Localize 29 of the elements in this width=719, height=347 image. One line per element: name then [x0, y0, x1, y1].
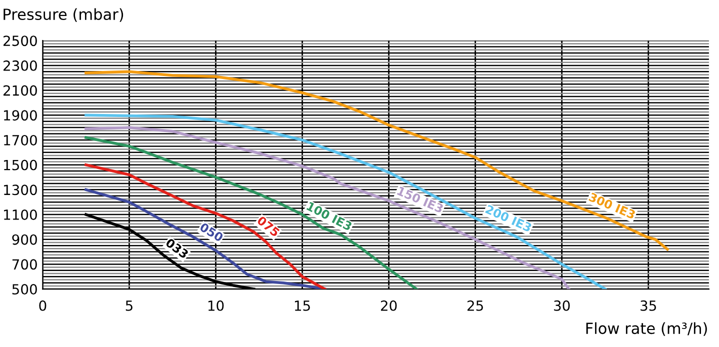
annotation: 050: [199, 222, 224, 242]
x-tick-label: 10: [208, 300, 224, 311]
x-tick-label: 5: [126, 300, 132, 311]
y-tick-label: 1900: [4, 110, 37, 121]
line-series: [84, 136, 418, 290]
x-tick-label: 25: [468, 300, 483, 311]
y-tick-label: 1300: [4, 184, 37, 196]
x-tick-label: 15: [294, 300, 310, 311]
y-tick-label: 1500: [4, 160, 37, 170]
y-tick-label: 2500: [4, 36, 37, 46]
y-tick-label: 1100: [4, 209, 37, 220]
x-tick-label: 0: [39, 300, 46, 311]
annotation: 150 IE3: [396, 186, 444, 214]
x-axis-title: Flow rate (m³/h): [586, 322, 707, 336]
x-tick-label: 20: [380, 300, 397, 311]
annotation: 300 IE3: [588, 192, 636, 220]
annotation: 075: [256, 215, 280, 238]
y-axis-title: Pressure (mbar): [4, 8, 124, 22]
y-tick-label: 1700: [4, 134, 37, 146]
y-tick-label: 700: [12, 259, 37, 270]
x-tick-label: 30: [554, 300, 570, 311]
y-tick-label: 900: [12, 234, 37, 245]
y-tick-label: 500: [12, 284, 37, 295]
y-tick-label: 2300: [4, 60, 37, 71]
x-tick-label: 35: [640, 300, 656, 311]
annotation: 100 IE3: [306, 202, 352, 231]
annotation: 200 IE3: [485, 204, 532, 232]
annotation: 033: [165, 238, 189, 259]
y-tick-label: 2100: [4, 85, 37, 96]
